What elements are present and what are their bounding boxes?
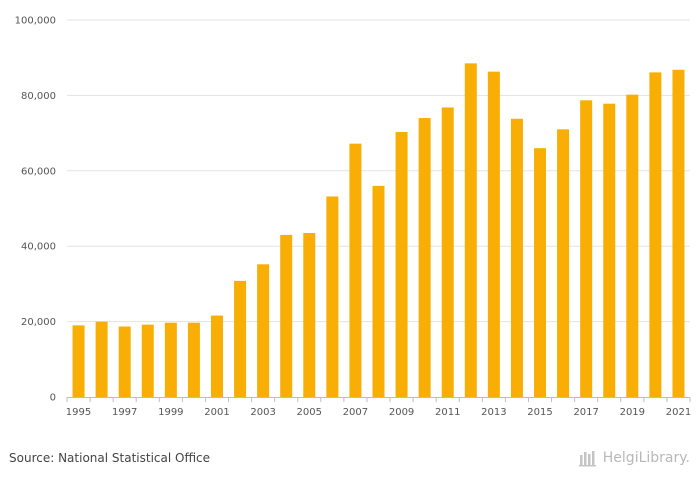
y-axis-labels: 0 20,000 40,000 60,000 80,000 100,000 [15,16,56,404]
x-tick-label: 2013 [481,407,506,418]
x-tick-label: 2007 [343,407,368,418]
bar-2021[interactable] [672,69,685,397]
bar-2015[interactable] [534,148,547,397]
bar-1999[interactable] [164,322,177,397]
brand-logo[interactable]: HelgiLibrary. [578,449,690,467]
bar-2010[interactable] [418,118,431,398]
x-axis-labels: 1995 1997 1999 2001 2003 2005 2007 2009 2011 2013… [66,407,691,418]
x-tick-label: 2015 [527,407,552,418]
bar-2007[interactable] [349,143,362,397]
bar-2013[interactable] [487,71,500,398]
y-tick-label: 20,000 [21,317,56,328]
y-tick-label: 100,000 [15,16,56,27]
bar-2004[interactable] [280,234,293,397]
x-tick-label: 2017 [573,407,598,418]
y-tick-label: 80,000 [21,91,56,102]
x-tick-label: 2009 [389,407,414,418]
bar-2017[interactable] [580,100,593,398]
bar-2006[interactable] [326,196,339,397]
brand-name: HelgiLibrary. [602,450,690,466]
bar-1996[interactable] [95,321,108,397]
source-note: Source: National Statistical Office [9,451,211,465]
x-tick-label: 1995 [66,407,91,418]
library-icon [578,451,596,467]
bar-2001[interactable] [210,315,223,397]
footer: Source: National Statistical Office Helg… [0,440,700,483]
bar-2019[interactable] [626,94,639,397]
x-tick-label: 2019 [620,407,645,418]
y-tick-label: 0 [50,393,56,404]
y-tick-label: 60,000 [21,166,56,177]
bar-2005[interactable] [303,233,316,397]
bar-2003[interactable] [257,264,270,397]
bar-2012[interactable] [464,63,477,397]
bar-2000[interactable] [187,322,200,397]
bar-1997[interactable] [118,326,131,397]
x-tick-label: 1999 [158,407,183,418]
x-axis [66,397,691,402]
x-tick-label: 2001 [204,407,229,418]
bar-2011[interactable] [441,107,454,398]
bar-2018[interactable] [603,103,616,397]
x-tick-label: 2021 [666,407,691,418]
bar-2002[interactable] [234,280,247,397]
bars [72,63,685,398]
bar-2009[interactable] [395,131,408,397]
bar-2014[interactable] [510,118,523,398]
bar-2008[interactable] [372,185,385,397]
x-tick-label: 1997 [112,407,137,418]
x-tick-label: 2003 [250,407,275,418]
y-tick-label: 40,000 [21,242,56,253]
bar-2016[interactable] [557,129,570,397]
bar-1995[interactable] [72,325,85,397]
x-tick-label: 2005 [297,407,322,418]
x-tick-label: 2011 [435,407,460,418]
bar-1998[interactable] [141,324,154,397]
bar-2020[interactable] [649,72,662,397]
